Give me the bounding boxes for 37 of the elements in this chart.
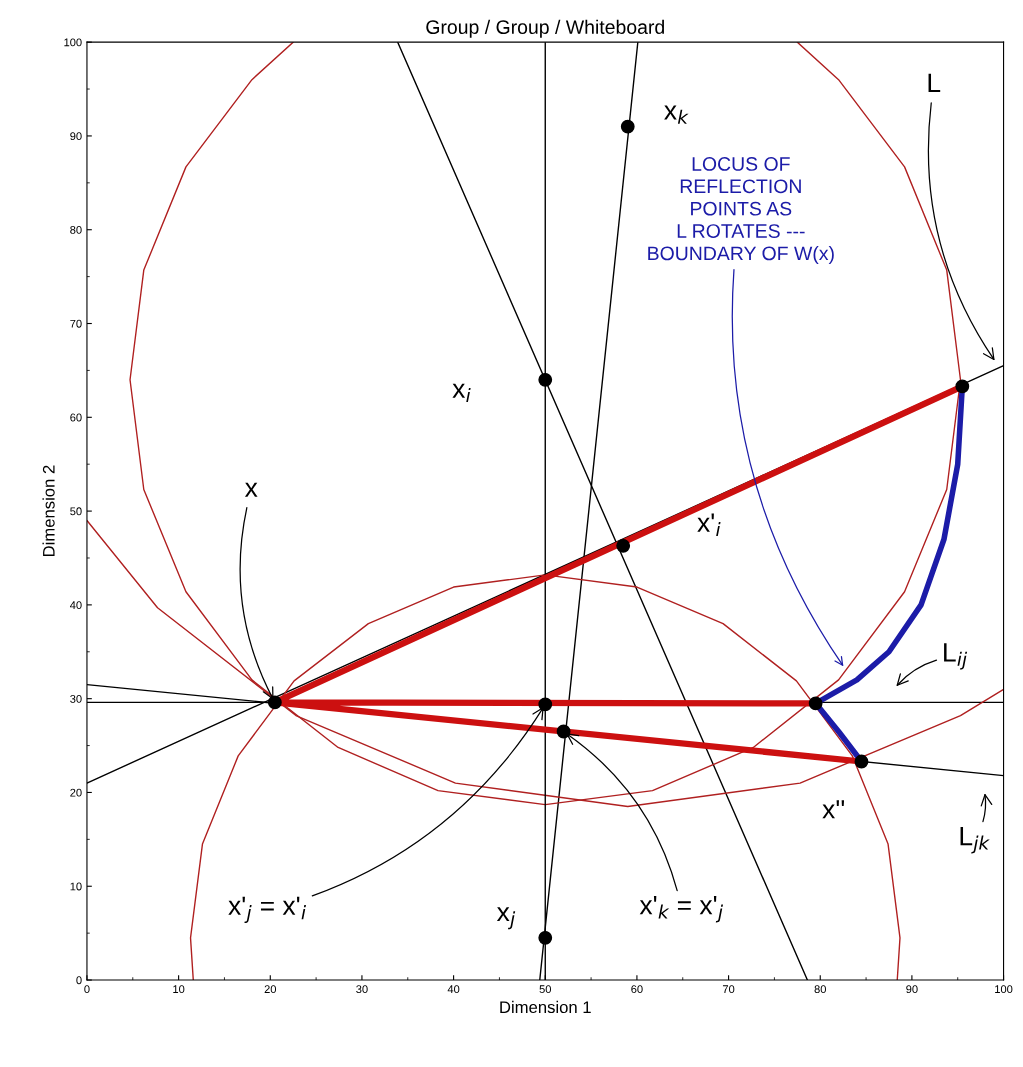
- chart-title: Group / Group / Whiteboard: [426, 19, 664, 38]
- y-tick-label: 10: [70, 882, 82, 891]
- x-tick-label: 0: [84, 985, 90, 994]
- y-tick-label: 0: [76, 976, 82, 985]
- annotation: x$_{i}$: [452, 383, 471, 403]
- x-axis-title: Dimension 1: [500, 1000, 591, 1014]
- x-tick-label: 20: [264, 985, 277, 994]
- y-axis-title: Dimension 2: [42, 465, 55, 557]
- annotation: L$_{jk}$: [960, 827, 990, 854]
- x-tick-label: 90: [906, 985, 918, 994]
- y-tick-label: 80: [70, 225, 82, 234]
- y-tick-label: 90: [70, 132, 82, 141]
- annotation: L: [928, 73, 941, 92]
- x-tick-label: 10: [173, 985, 185, 994]
- annotation: x$_{j}$: [496, 907, 516, 930]
- x-tick-label: 40: [447, 985, 460, 994]
- y-tick-label: 20: [70, 788, 82, 797]
- x-tick-label: 100: [995, 985, 1013, 994]
- annotation: x'': [822, 800, 845, 819]
- annotation: x'$_{i}$: [697, 513, 721, 537]
- y-tick-label: 60: [70, 413, 82, 422]
- y-tick-label: 50: [70, 507, 82, 516]
- x-tick-label: 80: [814, 985, 826, 994]
- x-tick-label: 50: [539, 985, 551, 994]
- annotation: x'$_{k}$ = x'$_{j}$: [639, 896, 723, 923]
- x-tick-label: 70: [722, 985, 735, 994]
- annotation: L$_{ij}$: [944, 643, 968, 670]
- x-tick-label: 60: [631, 985, 643, 994]
- y-tick-label: 30: [70, 694, 82, 703]
- y-tick-label: 40: [69, 601, 82, 610]
- annotation: x'$_{j}$ = x'$_{i}$: [228, 896, 306, 923]
- y-tick-label: 100: [64, 38, 82, 47]
- annotation: LOCUS OF REFLECTION POINTS AS L ROTATES --- BOUNDARY OF W(x): [648, 157, 834, 265]
- annotation: x$_{k}$: [664, 105, 689, 124]
- x-tick-label: 30: [356, 985, 368, 994]
- y-tick-label: 70: [70, 319, 82, 328]
- annotation: x: [244, 482, 258, 497]
